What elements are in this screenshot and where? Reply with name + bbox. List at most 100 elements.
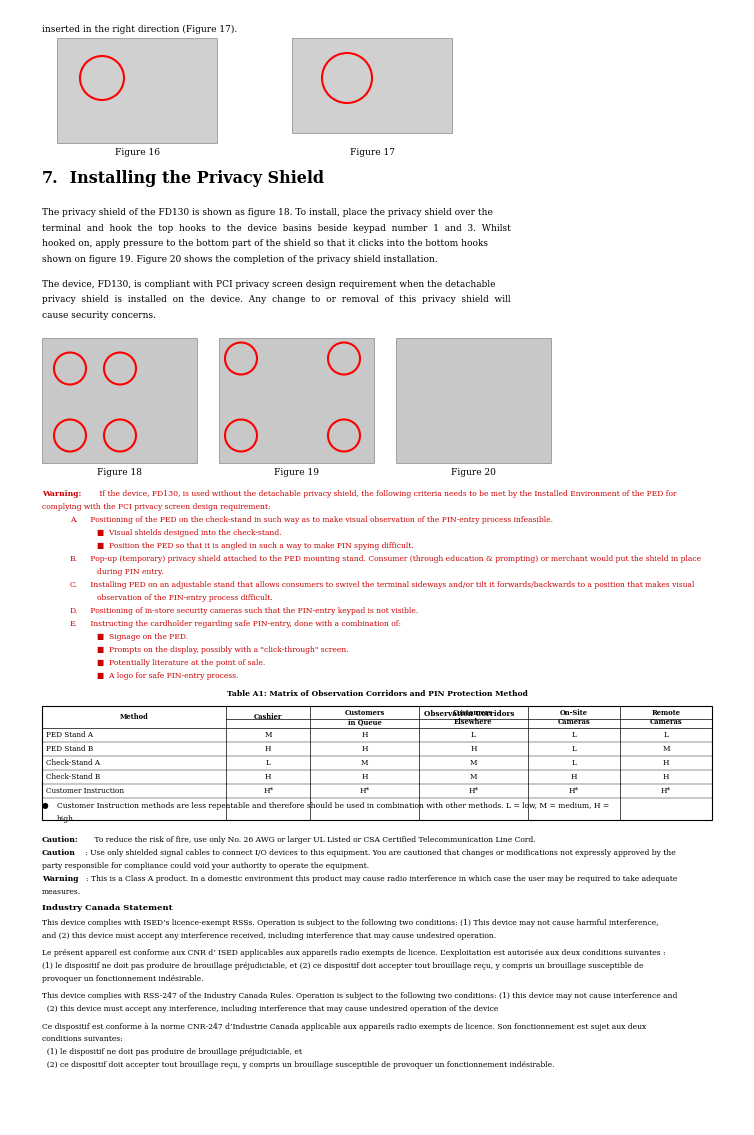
Text: provoquer un fonctionnement indésirable.: provoquer un fonctionnement indésirable.	[42, 975, 204, 984]
Text: (1) le dispositif ne doit pas produire de brouillage préjudiciable, et: (1) le dispositif ne doit pas produire d…	[42, 1049, 302, 1057]
Text: inserted in the right direction (Figure 17).: inserted in the right direction (Figure …	[42, 25, 238, 34]
Text: M: M	[470, 773, 477, 782]
Text: The privacy shield of the FD130 is shown as figure 18. To install, place the pri: The privacy shield of the FD130 is shown…	[42, 208, 493, 217]
Bar	[42, 338, 197, 463]
Text: M: M	[265, 731, 272, 740]
Text: party responsible for compliance could void your authority to operate the equipm: party responsible for compliance could v…	[42, 863, 369, 871]
Text: Warning:: Warning:	[42, 490, 81, 498]
Text: Installing the Privacy Shield: Installing the Privacy Shield	[64, 170, 324, 187]
Text: If the device, FD130, is used without the detachable privacy shield, the followi: If the device, FD130, is used without th…	[97, 490, 676, 498]
Text: Cashier: Cashier	[254, 714, 283, 722]
Text: Pop-up (temporary) privacy shield attached to the PED mounting stand. Consumer (: Pop-up (temporary) privacy shield attach…	[88, 555, 701, 563]
Text: Figure 19: Figure 19	[274, 469, 319, 478]
Text: Le présent appareil est conforme aux CNR d’ ISED applicables aux appareils radio: Le présent appareil est conforme aux CNR…	[42, 950, 666, 958]
Text: ●: ●	[42, 802, 48, 810]
Text: H*: H*	[661, 788, 671, 796]
Text: A.: A.	[70, 516, 78, 524]
Bar	[396, 338, 551, 463]
Text: Caution:: Caution:	[42, 836, 78, 844]
Text: terminal  and  hook  the  top  hooks  to  the  device  basins  beside  keypad  n: terminal and hook the top hooks to the d…	[42, 224, 511, 233]
Text: Check-Stand A: Check-Stand A	[46, 759, 100, 767]
Text: Ce dispositif est conforme à la norme CNR-247 d’Industrie Canada applicable aux : Ce dispositif est conforme à la norme CN…	[42, 1023, 646, 1031]
Text: H*: H*	[263, 788, 273, 796]
Text: (2) this device must accept any interference, including interference that may ca: (2) this device must accept any interfer…	[42, 1006, 498, 1014]
Text: L: L	[265, 759, 271, 767]
Text: (2) ce dispositif doit accepter tout brouillage reçu, y compris un brouillage su: (2) ce dispositif doit accepter tout bro…	[42, 1061, 554, 1069]
Text: B.: B.	[70, 555, 78, 563]
Text: On-Site
Cameras: On-Site Cameras	[557, 709, 590, 726]
Text: shown on figure 19. Figure 20 shows the completion of the privacy shield install: shown on figure 19. Figure 20 shows the …	[42, 254, 438, 263]
Text: Installing PED on an adjustable stand that allows consumers to swivel the termin: Installing PED on an adjustable stand th…	[88, 581, 694, 589]
Text: : This is a Class A product. In a domestic environment this product may cause ra: : This is a Class A product. In a domest…	[86, 875, 677, 883]
Text: Customers
in Queue: Customers in Queue	[345, 709, 385, 726]
Text: L: L	[664, 731, 668, 740]
Text: H*: H*	[468, 788, 478, 796]
Text: Positioning of the PED on the check-stand in such way as to make visual observat: Positioning of the PED on the check-stan…	[88, 516, 553, 524]
Text: and (2) this device must accept any interference received, including interferenc: and (2) this device must accept any inte…	[42, 933, 496, 941]
Text: during PIN entry.: during PIN entry.	[97, 569, 164, 577]
Text: This device complies with ISED’s licence-exempt RSSs. Operation is subject to th: This device complies with ISED’s licence…	[42, 919, 659, 927]
Text: Remote
Cameras: Remote Cameras	[650, 709, 682, 726]
Text: complying with the PCI privacy screen design requirement:: complying with the PCI privacy screen de…	[42, 504, 271, 512]
Text: C.: C.	[70, 581, 78, 589]
Text: Check-Stand B: Check-Stand B	[46, 773, 100, 782]
Text: D.: D.	[70, 607, 78, 615]
Text: L: L	[572, 759, 576, 767]
Text: Observation Corridors: Observation Corridors	[424, 711, 514, 718]
Bar	[219, 338, 374, 463]
Bar	[292, 37, 452, 133]
Text: H: H	[571, 773, 577, 782]
Text: Figure 20: Figure 20	[451, 469, 496, 478]
Text: This device complies with RSS-247 of the Industry Canada Rules. Operation is sub: This device complies with RSS-247 of the…	[42, 992, 677, 1000]
Text: L: L	[572, 731, 576, 740]
Text: L: L	[572, 746, 576, 754]
Text: The device, FD130, is compliant with PCI privacy screen design requirement when : The device, FD130, is compliant with PCI…	[42, 280, 495, 289]
Text: Figure 17: Figure 17	[350, 148, 394, 157]
Text: ■  Signage on the PED.: ■ Signage on the PED.	[97, 633, 188, 641]
Text: M: M	[360, 759, 368, 767]
Text: 7.: 7.	[42, 170, 59, 187]
Text: H*: H*	[569, 788, 579, 796]
Text: ■  Visual shields designed into the check-stand.: ■ Visual shields designed into the check…	[97, 530, 282, 538]
Text: cause security concerns.: cause security concerns.	[42, 311, 156, 320]
Text: Industry Canada Statement: Industry Canada Statement	[42, 905, 173, 913]
Text: E.: E.	[70, 621, 78, 629]
Text: PED Stand B: PED Stand B	[46, 746, 93, 754]
Text: observation of the PIN-entry process difficult.: observation of the PIN-entry process dif…	[97, 595, 273, 603]
Text: H: H	[265, 746, 271, 754]
Text: H: H	[361, 773, 368, 782]
Text: ■  Position the PED so that it is angled in such a way to make PIN spying diffic: ■ Position the PED so that it is angled …	[97, 543, 414, 550]
Text: H: H	[470, 746, 477, 754]
Text: To reduce the risk of fire, use only No. 26 AWG or larger UL Listed or CSA Certi: To reduce the risk of fire, use only No.…	[92, 836, 535, 844]
Text: Customer Instruction: Customer Instruction	[46, 788, 124, 796]
Text: conditions suivantes:: conditions suivantes:	[42, 1035, 123, 1043]
Text: H: H	[361, 731, 368, 740]
Text: Customers
Elsewhere: Customers Elsewhere	[453, 709, 493, 726]
Text: high.: high.	[57, 816, 76, 824]
Text: H: H	[265, 773, 271, 782]
Text: H: H	[361, 746, 368, 754]
Text: ■  A logo for safe PIN-entry process.: ■ A logo for safe PIN-entry process.	[97, 673, 238, 681]
Text: Warning: Warning	[42, 875, 78, 883]
Text: Customer Instruction methods are less repeatable and therefore should be used in: Customer Instruction methods are less re…	[57, 802, 609, 810]
Text: Caution: Caution	[42, 849, 76, 858]
Text: (1) le dispositif ne doit pas produire de brouillage préjudiciable, et (2) ce di: (1) le dispositif ne doit pas produire d…	[42, 962, 643, 970]
Text: H*: H*	[360, 788, 369, 796]
Bar	[42, 706, 712, 821]
Text: Table A1: Matrix of Observation Corridors and PIN Protection Method: Table A1: Matrix of Observation Corridor…	[226, 690, 528, 698]
Text: H: H	[663, 773, 670, 782]
Text: Positioning of in-store security cameras such that the PIN-entry keypad is not v: Positioning of in-store security cameras…	[88, 607, 418, 615]
Text: ■  Prompts on the display, possibly with a "click-through" screen.: ■ Prompts on the display, possibly with …	[97, 647, 348, 655]
Bar	[57, 37, 217, 143]
Text: measures.: measures.	[42, 889, 81, 897]
Text: privacy  shield  is  installed  on  the  device.  Any  change  to  or  removal  : privacy shield is installed on the devic…	[42, 295, 510, 304]
Text: Instructing the cardholder regarding safe PIN-entry, done with a combination of:: Instructing the cardholder regarding saf…	[88, 621, 401, 629]
Text: M: M	[662, 746, 670, 754]
Text: Method: Method	[120, 714, 149, 722]
Text: : Use only shielded signal cables to connect I/O devices to this equipment. You : : Use only shielded signal cables to con…	[85, 849, 676, 858]
Text: Figure 18: Figure 18	[97, 469, 142, 478]
Text: Figure 16: Figure 16	[115, 148, 160, 157]
Text: H: H	[663, 759, 670, 767]
Text: L: L	[471, 731, 476, 740]
Text: PED Stand A: PED Stand A	[46, 731, 93, 740]
